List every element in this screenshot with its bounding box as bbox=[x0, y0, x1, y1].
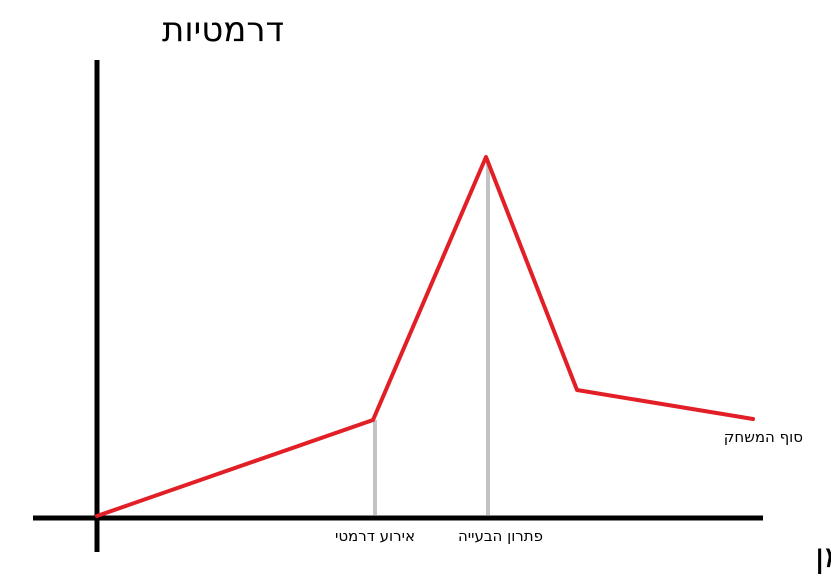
game-end-label: סוף המשחק bbox=[724, 428, 803, 446]
y-axis-title: דרמטיות bbox=[162, 10, 284, 50]
problem-solution-label: פתרון הבעייה bbox=[458, 527, 543, 545]
drama-curve bbox=[95, 155, 755, 518]
dramatic-event-label: אירוע דרמטי bbox=[335, 527, 415, 545]
x-axis-title: זמן bbox=[815, 536, 831, 576]
